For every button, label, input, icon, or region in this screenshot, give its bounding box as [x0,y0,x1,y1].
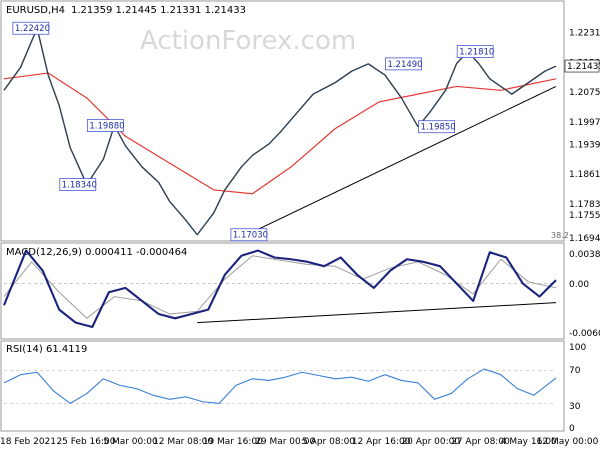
price-annotation-label: 1.18340 [62,181,97,191]
x-tick-label: 12 Apr 16:00 [352,437,411,447]
watermark: ActionForex.com [140,26,356,56]
price-y-tick-label: 1.18610 [569,170,600,180]
price-annotation-label: 1.22420 [15,24,50,34]
price-annotation-box [86,119,124,132]
price-y-tick-label: 1.17550 [569,211,600,221]
price-y-tick-label: 1.22310 [569,28,600,38]
sma-line [3,72,557,195]
rsi-label: RSI(14) 61.4119 [6,344,87,355]
macd-label: MACD(12,26,9) 0.000411 -0.000464 [6,247,187,258]
rsi-tick-0: 0 [569,424,575,434]
price-trendline [246,86,557,236]
last-price-box [564,59,600,73]
x-tick-label: 12 Mar 08:00 [153,437,213,447]
fib-label: 38.2 [551,231,569,240]
price-annotation-box [230,228,268,242]
price-annotation-box [12,21,50,35]
price-y-tick-label: 1.20750 [569,88,600,98]
macd-tick-bottom: -0.006038 [569,329,600,339]
x-tick-label: 18 Feb 2021 [0,437,56,447]
price-annotation-box [59,178,97,191]
price-annotation-label: 1.19880 [89,122,124,132]
macd-tick-zero: 0.00 [569,280,589,290]
x-tick-label: 5 Apr 08:00 [302,437,355,447]
macd-signal-line [3,255,557,319]
x-tick-label: 27 Apr 08:00 [451,437,510,447]
x-tick-label: 4 May 16:00 [501,437,557,447]
x-tick-label: 19 Mar 16:00 [203,437,263,447]
last-price-label: 1.21433 [567,62,600,72]
x-tick-label: 20 Apr 00:00 [401,437,460,447]
price-annotation-label: 1.21810 [459,48,494,58]
x-tick-label: 25 Feb 16:00 [56,437,115,447]
macd-line [3,249,557,329]
price-annotation-label: 1.21490 [387,60,422,70]
price-y-tick-label: 1.17830 [569,200,600,210]
price-y-tick-label: 1.19970 [569,118,600,128]
price-annotation-box [418,120,455,134]
macd-trendline [197,302,557,324]
price-annotation-box [456,45,494,58]
price-y-tick-label: 1.16945 [569,234,600,244]
x-tick-label: 12 May 00:00 [537,437,599,447]
macd-tick-top: 0.003864 [569,250,600,260]
price-y-tick-label: 1.19390 [569,140,600,150]
price-annotation-box [385,57,422,71]
rsi-line [3,368,557,404]
price-annotation-label: 1.17030 [233,231,268,241]
x-tick-label: 29 Mar 00:00 [255,437,315,447]
rsi-tick-70: 70 [569,366,581,376]
rsi-tick-100: 100 [569,343,586,353]
symbol-label: EURUSD,H4 [6,5,65,16]
rsi-tick-30: 30 [569,402,581,412]
x-tick-label: 5 Mar 00:00 [103,437,158,447]
price-annotation-label: 1.19850 [421,123,456,133]
ohlc-label: 1.21359 1.21445 1.21331 1.21433 [71,5,246,16]
